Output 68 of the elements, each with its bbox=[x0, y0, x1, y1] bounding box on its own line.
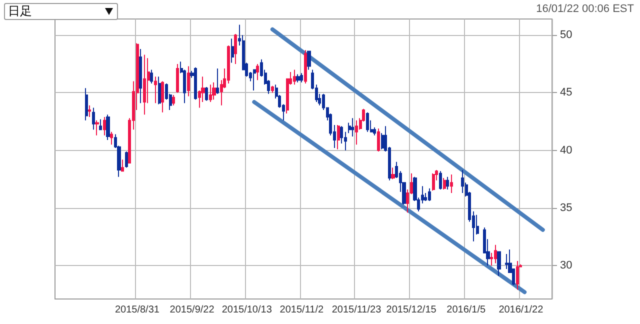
candlestick bbox=[307, 50, 311, 70]
candlestick bbox=[377, 128, 380, 152]
y-tick-label: 50 bbox=[560, 29, 572, 42]
candlestick bbox=[494, 244, 497, 264]
candlestick bbox=[95, 120, 99, 136]
y-tick-label: 40 bbox=[560, 144, 572, 156]
candlestick bbox=[205, 86, 208, 102]
y-tick-label: 30 bbox=[560, 260, 572, 272]
x-tick-label: 2016/1/22 bbox=[498, 304, 544, 316]
candlestick bbox=[125, 151, 128, 168]
x-tick-label: 2015/9/22 bbox=[170, 304, 215, 316]
candlestick bbox=[432, 172, 435, 192]
candlestick bbox=[99, 118, 102, 130]
candlestick bbox=[88, 104, 91, 118]
candlestick bbox=[172, 94, 175, 106]
candlestick bbox=[355, 120, 358, 146]
x-tick-label: 2015/10/13 bbox=[222, 304, 272, 316]
candlestick bbox=[158, 76, 161, 105]
candlestick bbox=[121, 159, 124, 172]
candlestick bbox=[194, 66, 197, 100]
candlestick bbox=[497, 251, 501, 276]
text: 16/01/22 00:06 EST bbox=[536, 3, 634, 15]
y-tick-label: 35 bbox=[560, 202, 572, 214]
candlestick bbox=[271, 85, 274, 94]
candlestick bbox=[516, 260, 519, 290]
candlestick bbox=[227, 45, 230, 84]
candlestick bbox=[150, 69, 153, 84]
candlestick bbox=[300, 72, 303, 83]
x-tick-label: 2015/11/2 bbox=[280, 304, 324, 316]
candlestick bbox=[85, 88, 88, 121]
y-tick-label: 45 bbox=[560, 86, 572, 99]
candlestick bbox=[253, 69, 256, 91]
candlestick bbox=[450, 174, 453, 194]
candlestick bbox=[428, 188, 431, 202]
candlestick bbox=[187, 66, 190, 97]
candlestick bbox=[143, 54, 146, 116]
candlestick bbox=[505, 254, 508, 270]
candlestick bbox=[366, 112, 369, 132]
candlestick bbox=[443, 178, 446, 190]
dropdown-field: 日足 bbox=[4, 3, 118, 20]
candlestick bbox=[139, 48, 142, 104]
candlestick bbox=[337, 124, 340, 150]
candlestick bbox=[304, 50, 307, 84]
candlestick bbox=[176, 63, 179, 94]
x-tick-label: 2015/11/23 bbox=[332, 304, 382, 316]
candlestick bbox=[161, 80, 164, 113]
candlestick bbox=[293, 69, 296, 86]
candlestick bbox=[216, 68, 219, 94]
candlestick bbox=[348, 122, 351, 134]
candlestick bbox=[296, 74, 300, 83]
candlestick bbox=[231, 38, 234, 64]
candlestick bbox=[391, 167, 395, 180]
x-tick-label: 2015/12/15 bbox=[386, 304, 437, 316]
candlestick bbox=[154, 76, 157, 104]
candlestick bbox=[234, 33, 237, 64]
candlestick bbox=[103, 116, 106, 136]
candlestick bbox=[461, 169, 464, 194]
candlestick bbox=[92, 107, 95, 130]
candlestick bbox=[351, 118, 354, 138]
candlestick bbox=[106, 114, 110, 140]
candlestick bbox=[110, 131, 113, 146]
candlestick bbox=[439, 170, 442, 190]
candlestick bbox=[256, 63, 259, 81]
candlestick bbox=[209, 84, 212, 102]
candlestick bbox=[212, 82, 216, 100]
x-tick-label: 2015/8/31 bbox=[114, 304, 160, 316]
candlestick bbox=[446, 176, 449, 190]
x-tick-label: 2016/1/5 bbox=[446, 304, 486, 316]
